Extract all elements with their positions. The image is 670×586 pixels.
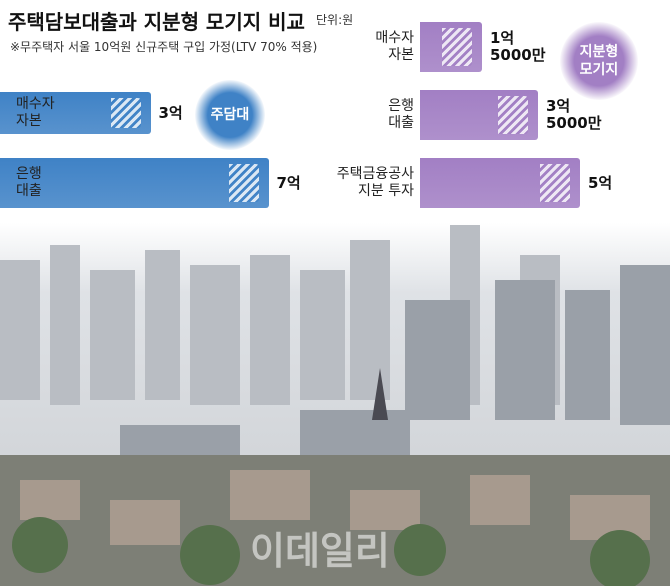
category-label: 은행 대출 <box>388 98 414 131</box>
bar <box>0 158 269 208</box>
title: 주택담보대출과 지분형 모기지 비교 <box>8 10 305 34</box>
unit: 단위:원 <box>316 13 354 27</box>
group-badge: 주담대 <box>195 80 265 150</box>
watermark: 이데일리 <box>250 529 390 573</box>
value-label: 3억 5000만 <box>546 97 602 132</box>
value-label: 1억 5000만 <box>490 29 546 64</box>
bar-cap <box>228 164 259 202</box>
value-label: 3억 <box>158 103 183 122</box>
bar-cap <box>498 96 528 134</box>
category-label: 매수자 자본 <box>16 96 55 129</box>
value-label: 5억 <box>588 173 613 192</box>
bar-cap <box>540 164 570 202</box>
value-label: 7억 <box>276 173 301 192</box>
category-label: 주택금융공사 지분 투자 <box>336 166 414 199</box>
category-label: 은행 대출 <box>16 166 42 199</box>
bar-cap <box>442 28 472 66</box>
note: ※무주택자 서울 10억원 신규주택 구입 가정(LTV 70% 적용) <box>10 40 318 54</box>
group-badge: 지분형 모기지 <box>560 22 638 100</box>
category-label: 매수자 자본 <box>375 30 414 63</box>
bar-cap <box>110 98 141 128</box>
